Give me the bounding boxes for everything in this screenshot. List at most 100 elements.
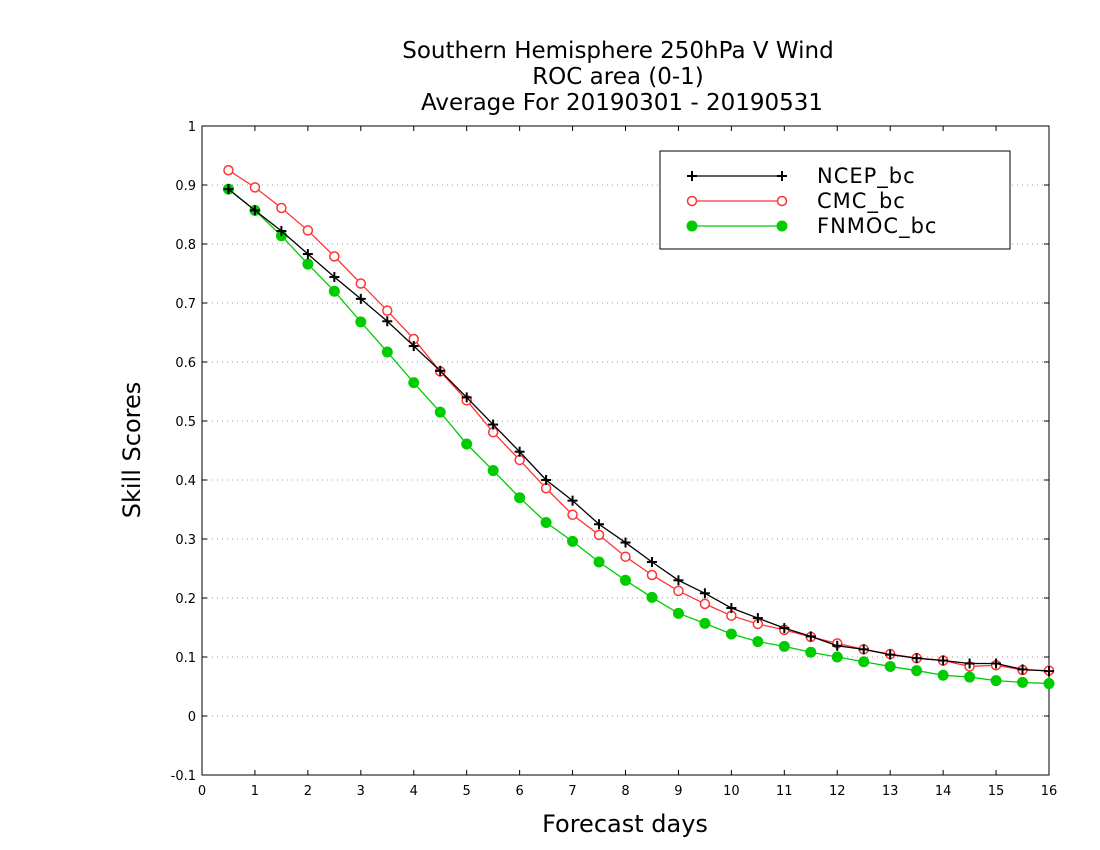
data-point-ncep-bc	[382, 316, 393, 327]
data-point-cmc-bc	[355, 278, 367, 289]
data-point-cmc-bc	[646, 569, 658, 581]
data-point-ncep-bc	[223, 184, 234, 195]
data-point-ncep-bc	[991, 658, 1002, 669]
x-tick-label: 11	[776, 784, 793, 799]
x-axis-label: Forecast days	[542, 810, 708, 838]
legend-marker-right-ncep-bc	[777, 171, 787, 181]
x-tick-label: 12	[829, 784, 846, 799]
data-point-cmc-bc	[514, 454, 525, 466]
data-point-ncep-bc	[355, 293, 366, 304]
data-point-fnmoc-bc	[355, 316, 367, 328]
data-point-cmc-bc	[540, 483, 552, 494]
data-point-fnmoc-bc	[672, 607, 684, 619]
data-point-fnmoc-bc	[620, 574, 631, 586]
data-point-ncep-bc	[646, 557, 657, 568]
data-point-cmc-bc	[699, 598, 711, 610]
legend-marker-left-cmc-bc	[686, 195, 698, 207]
data-point-cmc-bc	[302, 225, 314, 236]
data-point-ncep-bc	[938, 655, 949, 666]
x-tick-label: 13	[882, 784, 899, 799]
y-axis-label: Skill Scores	[118, 382, 146, 519]
y-tick-label: 0.3	[175, 533, 196, 548]
data-point-fnmoc-bc	[990, 675, 1002, 687]
x-tick-label: 2	[304, 784, 312, 799]
data-point-cmc-bc	[620, 551, 631, 562]
data-point-ncep-bc	[249, 205, 260, 216]
data-point-fnmoc-bc	[831, 651, 843, 663]
data-point-fnmoc-bc	[487, 465, 499, 477]
data-point-ncep-bc	[699, 588, 710, 599]
data-point-cmc-bc	[249, 182, 261, 193]
title-line-2: ROC area (0-1)	[532, 64, 704, 90]
x-tick-label: 10	[723, 784, 740, 799]
data-point-ncep-bc	[329, 272, 340, 283]
data-point-ncep-bc	[514, 446, 525, 457]
data-point-fnmoc-bc	[328, 285, 340, 297]
legend-marker-left-fnmoc-bc	[686, 220, 698, 232]
data-point-fnmoc-bc	[514, 492, 526, 504]
data-point-fnmoc-bc	[1043, 678, 1055, 690]
series-ncep-bc	[223, 184, 1054, 677]
y-tick-label: 0.4	[175, 474, 196, 489]
data-point-ncep-bc	[673, 575, 684, 586]
x-tick-label: 16	[1041, 784, 1058, 799]
data-point-fnmoc-bc	[434, 406, 446, 418]
x-tick-label: 15	[988, 784, 1005, 799]
data-point-cmc-bc	[593, 529, 605, 541]
data-point-fnmoc-bc	[937, 669, 949, 681]
data-point-fnmoc-bc	[408, 377, 420, 389]
y-tick-label: 0.2	[175, 592, 196, 607]
x-tick-label: 5	[463, 784, 471, 799]
data-point-ncep-bc	[964, 658, 975, 669]
x-tick-label: 7	[568, 784, 576, 799]
data-point-ncep-bc	[885, 649, 896, 660]
data-point-ncep-bc	[408, 341, 419, 352]
y-tick-label: 1	[188, 120, 196, 135]
data-point-cmc-bc	[567, 509, 578, 521]
data-point-cmc-bc	[382, 305, 393, 316]
data-point-fnmoc-bc	[1017, 676, 1029, 688]
data-point-ncep-bc	[752, 613, 763, 624]
data-point-fnmoc-bc	[778, 640, 790, 652]
data-point-cmc-bc	[223, 165, 234, 176]
series-line-ncep-bc	[228, 188, 1050, 672]
y-tick-label: 0.5	[175, 415, 196, 430]
data-point-ncep-bc	[488, 419, 499, 430]
y-tick-label: 0.8	[175, 238, 196, 253]
y-tick-label: 0	[188, 710, 196, 725]
data-point-ncep-bc	[302, 249, 313, 260]
legend-label-cmc-bc: CMC_bc	[817, 189, 906, 214]
data-point-ncep-bc	[567, 495, 578, 506]
legend-marker-left-ncep-bc	[687, 171, 697, 181]
data-point-ncep-bc	[461, 392, 472, 403]
series-line-fnmoc-bc	[228, 188, 1050, 685]
data-point-ncep-bc	[1044, 666, 1054, 677]
data-point-fnmoc-bc	[593, 556, 605, 568]
data-point-cmc-bc	[276, 202, 287, 214]
x-tick-label: 8	[621, 784, 629, 799]
legend-label-ncep-bc: NCEP_bc	[817, 164, 916, 189]
data-point-ncep-bc	[805, 631, 816, 642]
data-point-fnmoc-bc	[884, 660, 896, 672]
data-point-ncep-bc	[911, 653, 922, 664]
y-tick-label: 0.7	[175, 297, 196, 312]
title-line-3: Average For 20190301 - 20190531	[421, 90, 823, 116]
series-layer	[222, 165, 1055, 690]
data-point-ncep-bc	[779, 623, 790, 634]
x-tick-label: 3	[357, 784, 365, 799]
legend-marker-right-fnmoc-bc	[776, 220, 788, 232]
data-point-ncep-bc	[1017, 664, 1028, 675]
data-point-fnmoc-bc	[725, 628, 737, 640]
legend-box	[659, 150, 1011, 250]
legend-item-ncep-bc: NCEP_bc	[687, 164, 916, 189]
data-point-fnmoc-bc	[858, 656, 870, 668]
data-point-fnmoc-bc	[461, 438, 473, 450]
legend-marker-right-cmc-bc	[776, 195, 788, 207]
data-point-fnmoc-bc	[381, 346, 393, 358]
data-point-cmc-bc	[673, 585, 684, 597]
data-point-ncep-bc	[541, 475, 552, 485]
data-point-fnmoc-bc	[567, 535, 579, 547]
y-tick-label: 0.1	[175, 651, 196, 666]
legend-item-cmc-bc: CMC_bc	[686, 189, 906, 214]
